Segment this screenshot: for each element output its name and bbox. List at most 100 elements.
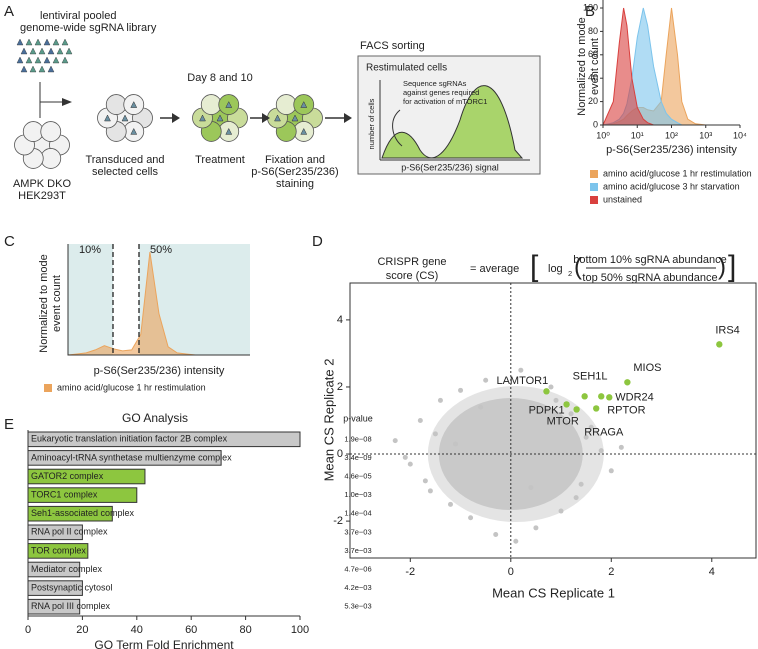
point [598, 393, 605, 400]
point [402, 454, 408, 460]
label: Transduced and [85, 154, 164, 166]
point [528, 485, 534, 491]
title: = average [470, 263, 519, 275]
sgrna [56, 47, 64, 55]
sgrna [43, 38, 51, 46]
legend-swatch [590, 183, 598, 191]
x-axis-label: Mean CS Replicate 1 [492, 585, 615, 600]
point [581, 393, 588, 400]
histogram [381, 85, 524, 159]
sgrna [225, 127, 233, 135]
sgrna [34, 38, 42, 46]
y-tick-label: 20 [588, 96, 598, 106]
point [437, 397, 443, 403]
y-axis-label: event count [589, 38, 601, 95]
point [598, 448, 604, 454]
x-axis-label: GO Term Fold Enrichment [94, 638, 234, 649]
p-value: 4.6e−05 [344, 471, 371, 480]
point [407, 461, 413, 467]
sgrna [199, 114, 206, 122]
cell [275, 94, 297, 115]
x-tick-label: 10¹ [631, 130, 644, 140]
arrow-head [344, 113, 352, 123]
x-tick-label: 100 [291, 624, 309, 636]
point [606, 394, 613, 401]
p-value: 3.7e−03 [344, 546, 371, 555]
panel-label: A [4, 3, 14, 20]
paren: ) [718, 253, 726, 280]
point [553, 397, 559, 403]
label: Fixation and [265, 154, 325, 166]
arrow-head [262, 113, 270, 123]
bar-label: GATOR2 complex [31, 471, 104, 481]
bracket: ] [728, 250, 736, 283]
point [563, 401, 570, 408]
label: FACS sorting [360, 40, 425, 52]
sgrna [300, 127, 308, 135]
title: top 50% sgRNA abundance [582, 272, 717, 284]
panel-label: B [585, 3, 595, 20]
sgrna [121, 114, 129, 122]
sgrna [130, 101, 138, 108]
schematic: lentiviral pooled genome-wide sgRNA libr… [13, 10, 541, 202]
point [427, 488, 433, 494]
y-axis-label: Normalized to mode [576, 17, 588, 115]
point [608, 468, 614, 474]
panel-label: D [312, 233, 323, 250]
bar-label: TORC1 complex [31, 489, 98, 499]
note: against genes required [403, 88, 479, 97]
legend-label: amino acid/glucose 1 hr restimulation [603, 168, 752, 178]
bar-label: Postsynaptic cytosol [31, 582, 113, 592]
point [478, 404, 484, 410]
point-label: MTOR [547, 415, 579, 427]
point [513, 538, 519, 544]
bar-label: Seh1-associated complex [31, 508, 135, 518]
x-tick-label: -2 [405, 566, 415, 578]
sgrna [225, 101, 233, 108]
point [392, 438, 398, 444]
label: AMPK DKO [13, 178, 72, 190]
title: CRISPR gene [377, 256, 446, 268]
label: p-S6(Ser235/236) [251, 166, 338, 178]
label: genome-wide sgRNA library [20, 22, 157, 34]
sgrna [291, 114, 299, 122]
point [573, 495, 579, 501]
sgrna [25, 56, 33, 64]
cell [22, 121, 44, 142]
point-label: LAMTOR1 [496, 375, 548, 387]
sgrna [38, 47, 46, 55]
point-label: WDR24 [615, 391, 654, 403]
y-tick-label: 0 [337, 448, 343, 460]
y-tick-label: 100 [583, 2, 598, 12]
label: Day 8 and 10 [187, 72, 252, 84]
point [593, 405, 600, 412]
point-label: PDPK1 [529, 404, 565, 416]
sgrna [38, 65, 46, 73]
bar-label: Aminoacyl-tRNA synthetase multienzyme co… [31, 452, 232, 462]
p-value: 1.4e−04 [344, 509, 371, 518]
bar-label: Mediator complex [31, 564, 103, 574]
label: p-S6(Ser235/236) signal [401, 162, 499, 172]
bar-label: TOR complex [31, 545, 86, 555]
x-tick-label: 0 [508, 566, 514, 578]
sgrna [104, 114, 111, 122]
p-value: 4.2e−03 [344, 583, 371, 592]
sgrna [16, 38, 24, 46]
x-tick-label: 10⁰ [596, 130, 610, 140]
legend-swatch [590, 196, 598, 204]
bar-label: Eukaryotic translation initiation factor… [31, 434, 228, 444]
title: bottom 10% sgRNA abundance [573, 254, 727, 266]
y-tick-label: 60 [588, 49, 598, 59]
p-value: 3.4e−09 [344, 453, 371, 462]
point [558, 508, 564, 514]
p-value: 3.7e−03 [344, 527, 371, 536]
p-value-header: p-value [343, 413, 373, 423]
y-tick-label: -2 [333, 515, 343, 527]
point-label: MIOS [633, 362, 661, 374]
cell [200, 94, 222, 115]
x-tick-label: 40 [131, 624, 143, 636]
point [453, 441, 459, 447]
y-tick-label: 2 [337, 381, 343, 393]
y-axis-label: Normalized to mode [38, 254, 50, 352]
